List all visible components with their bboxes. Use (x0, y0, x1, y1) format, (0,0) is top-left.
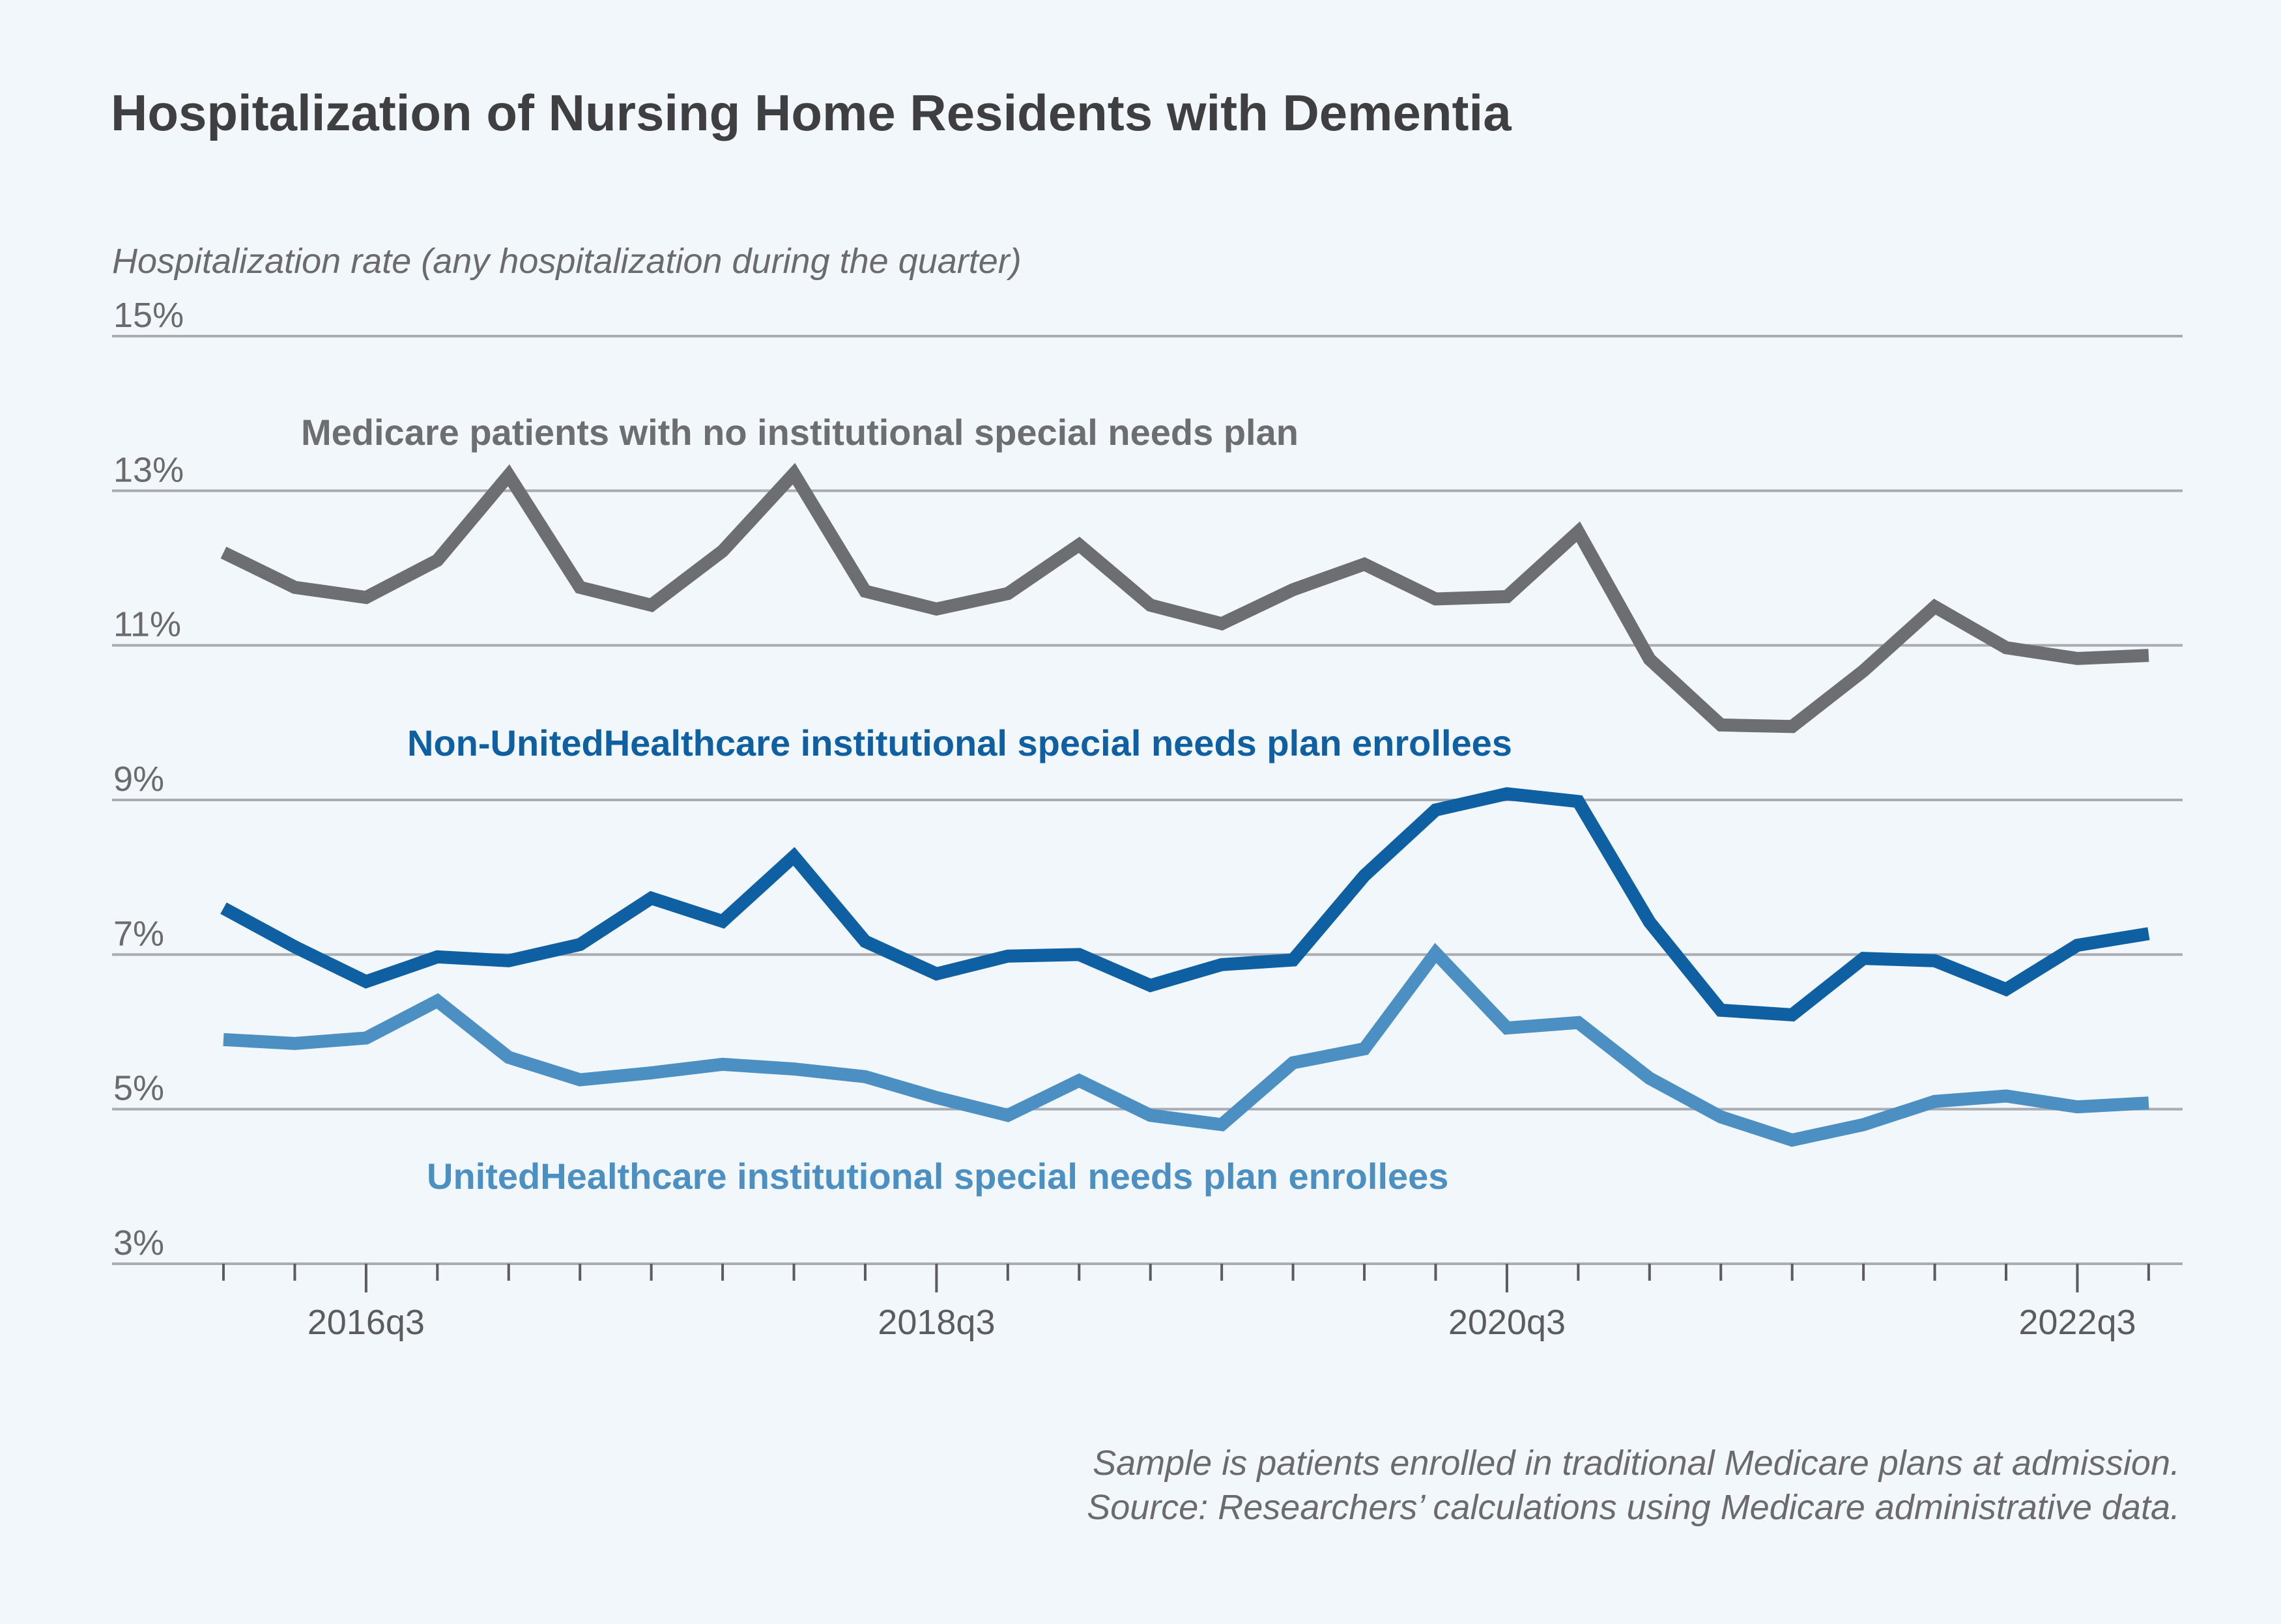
series-annotation: UnitedHealthcare institutional special n… (427, 1156, 1448, 1197)
y-tick-label: 11% (113, 605, 181, 644)
y-tick-label: 13% (113, 450, 184, 489)
series-line (220, 787, 2150, 1022)
source-note: Source: Researchers’ calculations using … (1087, 1488, 2180, 1527)
x-tick-label: 2022q3 (2018, 1303, 2136, 1342)
series-annotation: Medicare patients with no institutional … (301, 412, 1298, 453)
y-axis-label: Hospitalization rate (any hospitalizatio… (112, 242, 1022, 281)
y-tick-label: 15% (113, 296, 184, 335)
chart-title: Hospitalization of Nursing Home Resident… (111, 84, 1512, 141)
x-tick-label: 2020q3 (1448, 1303, 1566, 1342)
series-annotation: Non-UnitedHealthcare institutional speci… (407, 722, 1512, 763)
y-tick-label: 5% (113, 1069, 164, 1108)
y-tick-label: 7% (113, 914, 164, 953)
series-line (220, 463, 2149, 734)
x-tick-label: 2016q3 (308, 1303, 425, 1342)
sample-note: Sample is patients enrolled in tradition… (1093, 1444, 2180, 1483)
x-tick-label: 2018q3 (878, 1303, 995, 1342)
series-line (223, 943, 2149, 1147)
y-tick-label: 9% (113, 760, 164, 799)
y-tick-label: 3% (113, 1223, 164, 1262)
